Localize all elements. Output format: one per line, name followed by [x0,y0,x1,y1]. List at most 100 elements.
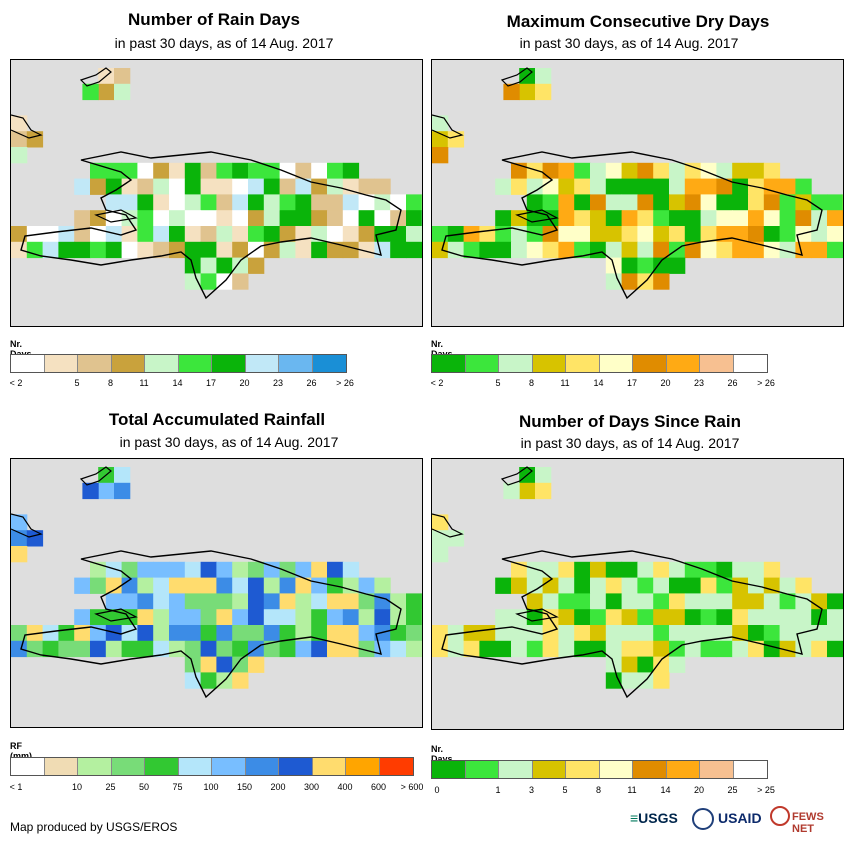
grid-cell [90,241,107,259]
grid-cell [637,257,654,274]
grid-cell [342,609,360,626]
grid-cell [827,640,843,658]
panel-title: Maximum Consecutive Dry Days [506,12,770,31]
grid-cell [105,561,123,579]
grid-cell [432,115,449,132]
legend-swatch [599,761,633,778]
grid-cell [11,241,28,259]
grid-cell [279,241,296,259]
grid-cell [114,68,131,85]
legend-swatch [379,758,413,775]
legend-label: 200 [270,782,286,792]
grid-cell [105,625,123,642]
grid-cell [11,546,28,563]
grid-cell [779,226,796,243]
grid-cell [342,226,360,243]
grid-cell [42,241,59,259]
grid-cell [495,577,512,594]
grid-cell [779,625,796,642]
grid-cell [511,241,528,259]
grid-cell [574,226,591,243]
grid-cell [248,226,265,243]
grid-cell [169,210,186,227]
grid-cell [621,162,638,180]
legend-swatch [499,355,533,372]
grid-cell [763,210,781,227]
grid-cell [590,178,607,195]
grid-cell [653,194,670,211]
legend-color-bar [10,757,414,776]
grid-cell [279,625,296,642]
grid-cell [637,640,654,658]
grid-cell [684,178,702,195]
coastline [500,67,533,87]
grid-cell [137,561,154,579]
grid-cell [684,625,702,642]
grid-cell [169,593,186,610]
grid-cell [574,609,591,626]
grid-cell [184,226,202,243]
grid-cell [121,162,138,180]
map-max-dry-days [431,59,844,327]
grid-cell [669,226,686,243]
grid-cell [621,241,638,259]
grid-cell [526,640,544,658]
grid-cell [200,577,217,594]
grid-cell [779,640,796,658]
grid-cell [42,640,59,658]
grid-cell [700,625,717,642]
grid-cell [184,577,202,594]
grid-cell [732,241,749,259]
grid-cell [479,226,496,243]
grid-cell [447,131,465,148]
grid-cell [311,593,328,610]
legend-label: 20 [660,378,671,388]
grid-cell [763,178,781,195]
grid-cell [311,609,328,626]
grid-cell [795,194,812,211]
grid-cell [406,609,422,626]
grid-cell [621,273,638,290]
coastline [515,209,559,223]
grid-cell [447,640,465,658]
legend-label: 14 [660,785,671,795]
grid-cell [232,226,249,243]
grid-cell [358,625,375,642]
grid-cell [779,210,796,227]
legend-label: 300 [303,782,320,792]
grid-cell [295,194,312,211]
grid-cell [463,226,480,243]
grid-cell [621,640,638,658]
grid-cell [700,593,717,610]
grid-cell [590,210,607,227]
grid-cell [200,210,217,227]
grid-cell [637,162,654,180]
grid-cell [621,609,638,626]
grid-cell [137,210,154,227]
grid-cell [374,241,391,259]
grid-cell [406,241,422,259]
grid-cell [311,561,328,579]
grid-cell [763,226,781,243]
grid-cell [358,241,375,259]
legend-swatch [145,758,179,775]
grid-cell [700,226,717,243]
legend-swatch [245,355,279,372]
grid-cell [279,593,296,610]
grid-cell [447,241,465,259]
grid-cell [105,178,123,195]
grid-cell [153,593,170,610]
grid-cell [358,178,375,195]
grid-cell [526,561,544,579]
grid-cell [358,609,375,626]
grid-cell [827,226,843,243]
grid-cell [248,593,265,610]
grid-cell [137,241,154,259]
grid-cell [121,178,138,195]
grid-cell [779,194,796,211]
grid-cell [558,561,575,579]
grid-cell [248,561,265,579]
grid-cell [535,482,552,500]
grid-cell [732,609,749,626]
legend-label: 26 [306,378,317,388]
